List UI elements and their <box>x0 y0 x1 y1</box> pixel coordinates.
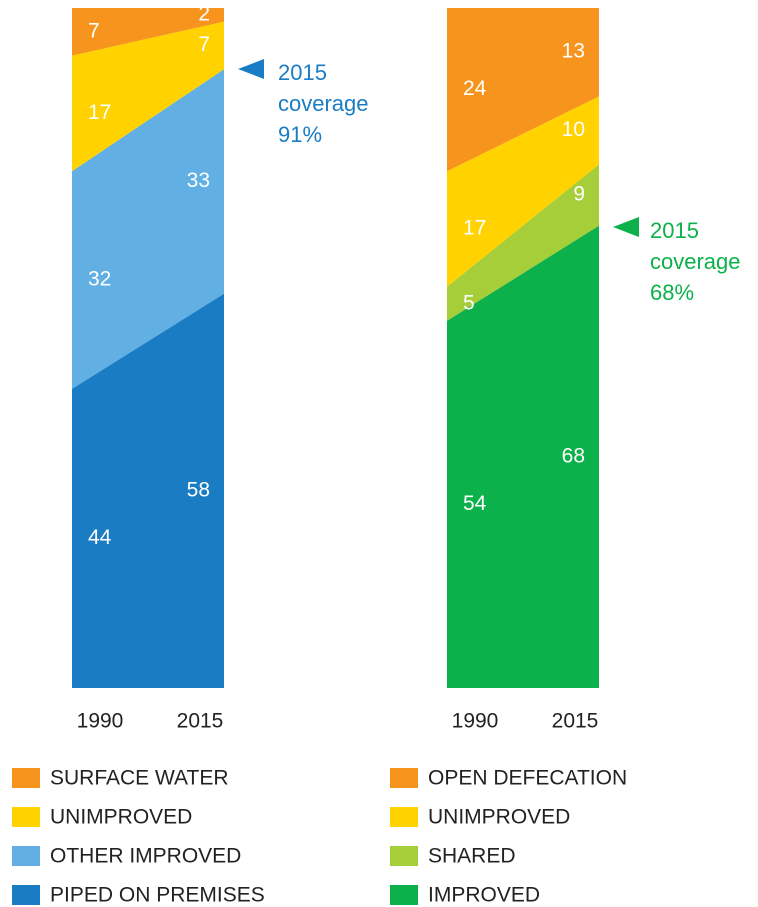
x-tick-label: 1990 <box>77 710 124 733</box>
area-segment <box>447 225 599 688</box>
legend-swatch <box>12 768 40 788</box>
legend-label: OPEN DEFECATION <box>428 767 627 790</box>
annotation-text: 91% <box>278 122 322 147</box>
legend-swatch <box>12 846 40 866</box>
data-label: 9 <box>573 183 585 206</box>
area-segment <box>72 69 224 389</box>
annotation-arrow <box>613 217 639 237</box>
legend-swatch <box>12 885 40 905</box>
legend-swatch <box>12 807 40 827</box>
x-tick-label: 1990 <box>452 710 499 733</box>
data-label: 7 <box>198 33 210 56</box>
annotation-text: coverage <box>650 249 741 274</box>
data-label: 44 <box>88 526 112 549</box>
data-label: 32 <box>88 268 111 291</box>
data-label: 54 <box>463 492 487 515</box>
data-label: 10 <box>562 118 585 141</box>
annotation-text: coverage <box>278 91 369 116</box>
legend-swatch <box>390 807 418 827</box>
legend-swatch <box>390 846 418 866</box>
annotation-text: 2015 <box>278 60 327 85</box>
data-label: 17 <box>88 101 111 124</box>
annotation-text: 68% <box>650 280 694 305</box>
legend-label: SHARED <box>428 845 516 868</box>
legend-label: SURFACE WATER <box>50 767 229 790</box>
legend-label: IMPROVED <box>428 884 540 907</box>
x-tick-label: 2015 <box>177 710 224 733</box>
data-label: 2 <box>198 2 210 25</box>
legend-label: UNIMPROVED <box>50 806 192 829</box>
annotation-arrow <box>238 59 264 79</box>
data-label: 13 <box>562 40 585 63</box>
data-label: 33 <box>187 169 210 192</box>
legend-label: PIPED ON PREMISES <box>50 884 265 907</box>
data-label: 24 <box>463 77 487 100</box>
legend-swatch <box>390 885 418 905</box>
data-label: 7 <box>88 19 100 42</box>
annotation-text: 2015 <box>650 218 699 243</box>
legend-swatch <box>390 768 418 788</box>
area-segment <box>72 293 224 688</box>
area-segment <box>447 8 599 172</box>
area-segment <box>447 164 599 321</box>
area-segment <box>72 8 224 56</box>
area-segment <box>72 21 224 172</box>
data-label: 58 <box>187 478 210 501</box>
data-label: 68 <box>562 444 585 467</box>
area-segment <box>447 96 599 287</box>
legend-label: UNIMPROVED <box>428 806 570 829</box>
data-label: 17 <box>463 217 486 240</box>
x-tick-label: 2015 <box>552 710 599 733</box>
legend-label: OTHER IMPROVED <box>50 845 241 868</box>
data-label: 5 <box>463 291 475 314</box>
